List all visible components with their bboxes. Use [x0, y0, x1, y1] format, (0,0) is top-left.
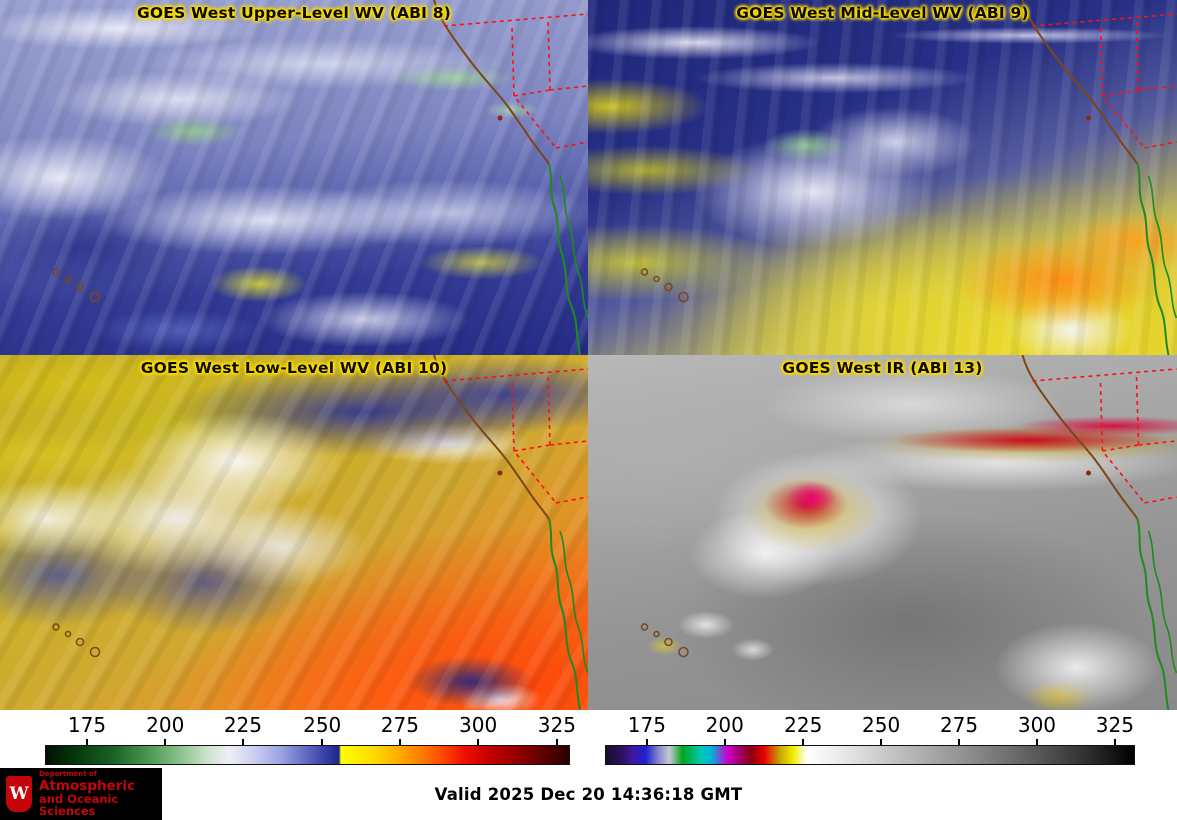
ir-tick-mark	[645, 739, 648, 745]
wv-tick-mark	[241, 739, 244, 745]
wv-tick-label: 325	[537, 713, 576, 737]
wv-tick-label: 250	[303, 713, 342, 737]
wv-tick-mark	[321, 739, 324, 745]
abi13-imagery	[588, 355, 1177, 710]
abi8-imagery	[0, 0, 588, 355]
panel-upper-level-wv: GOES West Upper-Level WV (ABI 8)	[0, 0, 588, 355]
wv-colorbar: 175 200 225 250 275 300 325	[45, 712, 576, 766]
wv-tick-label: 300	[459, 713, 498, 737]
ir-tick-label: 225	[784, 713, 823, 737]
wv-colorbar-gradient	[45, 745, 570, 765]
ir-tick-label: 325	[1095, 713, 1134, 737]
ir-tick-label: 175	[627, 713, 666, 737]
panel-ir: GOES West IR (ABI 13)	[588, 355, 1177, 710]
colorbar-row: 175 200 225 250 275 300 325 175 200 225 …	[0, 710, 1177, 768]
logo-line-1: Atmospheric	[39, 778, 135, 795]
ir-tick-label: 250	[862, 713, 901, 737]
wv-tick-mark	[398, 739, 401, 745]
abi9-imagery	[588, 0, 1177, 355]
ir-tick-mark	[1035, 739, 1038, 745]
ir-tick-mark	[723, 739, 726, 745]
panel-low-level-wv: GOES West Low-Level WV (ABI 10)	[0, 355, 588, 710]
wv-tick-mark	[86, 739, 88, 745]
aos-logo-text: Department of Atmospheric and Oceanic Sc…	[39, 769, 162, 819]
panel-mid-level-wv: GOES West Mid-Level WV (ABI 9)	[588, 0, 1177, 355]
abi10-imagery	[0, 355, 588, 710]
valid-time-label: Valid 2025 Dec 20 14:36:18 GMT	[434, 784, 743, 804]
wv-tick-mark	[555, 739, 558, 745]
ir-tick-mark	[958, 739, 961, 745]
satellite-quad-grid: GOES West Upper-Level WV (ABI 8) GOES We…	[0, 0, 1177, 710]
footer: Valid 2025 Dec 20 14:36:18 GMT W Departm…	[0, 768, 1177, 820]
logo-dept-line: Department of	[39, 769, 97, 778]
uw-crest-icon: W	[6, 776, 32, 812]
ir-colorbar: 175 200 225 250 275 300 325	[605, 712, 1135, 766]
ir-tick-label: 200	[705, 713, 744, 737]
ir-tick-mark	[802, 739, 805, 745]
wv-tick-label: 225	[223, 713, 263, 737]
aos-department-logo[interactable]: W Department of Atmospheric and Oceanic …	[0, 768, 162, 820]
ir-tick-label: 275	[939, 713, 979, 737]
wv-tick-mark	[164, 739, 167, 745]
ir-tick-mark	[1113, 739, 1116, 745]
wv-tick-label: 200	[146, 713, 185, 737]
logo-line-2: and Oceanic Sciences	[39, 792, 119, 819]
ir-tick-mark	[880, 739, 883, 745]
ir-colorbar-gradient	[605, 745, 1135, 765]
ir-tick-label: 300	[1017, 713, 1057, 737]
wv-tick-label: 275	[380, 713, 419, 737]
wv-tick-label: 175	[67, 713, 107, 737]
wv-tick-mark	[477, 739, 480, 745]
